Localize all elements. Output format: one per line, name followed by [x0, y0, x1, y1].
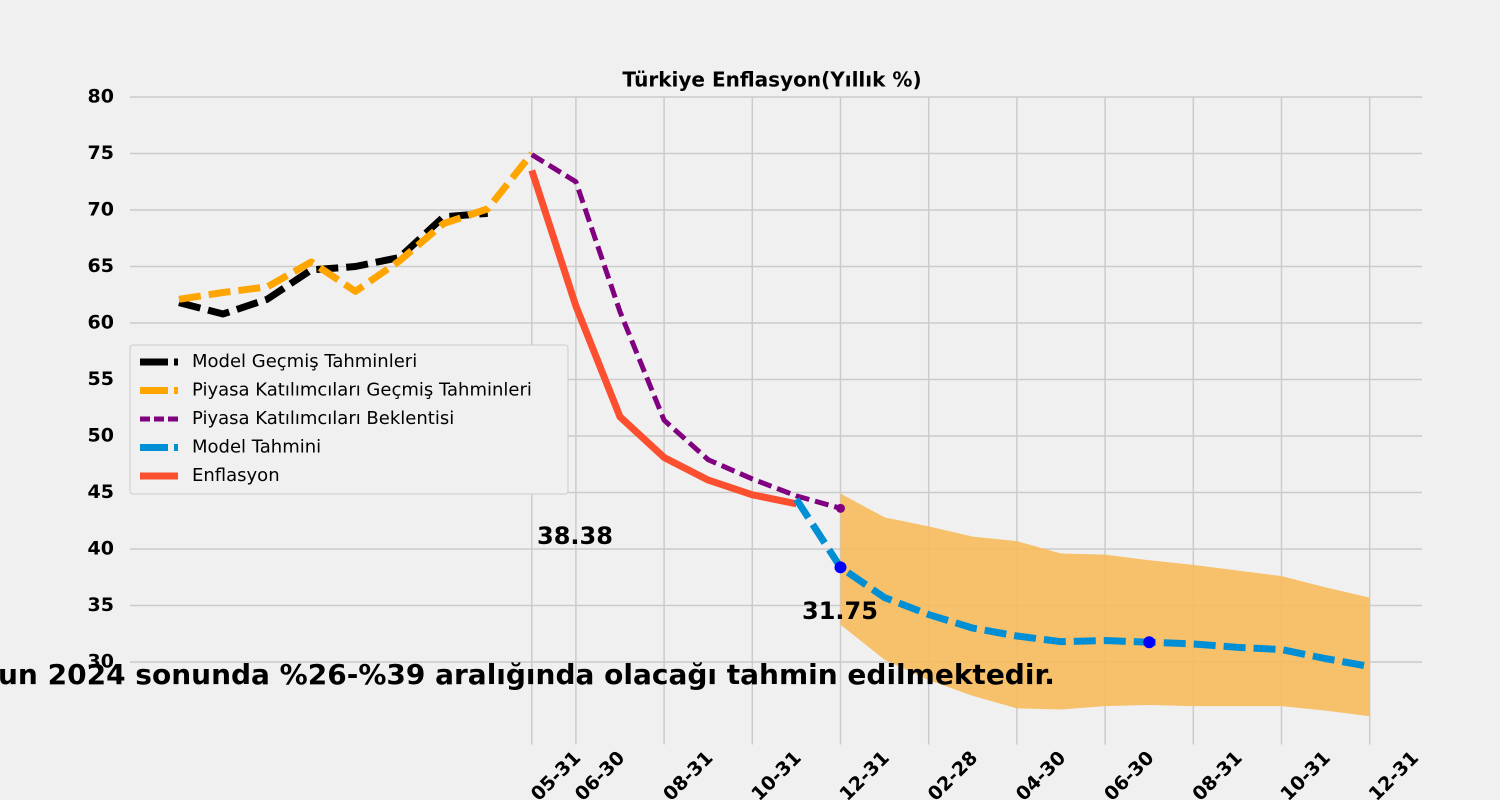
series-line [178, 209, 488, 318]
legend-label: Piyasa Katılımcıları Beklentisi [192, 408, 454, 429]
series-line [528, 169, 798, 508]
series-line [530, 152, 842, 511]
y-tick-label: 80 [88, 86, 114, 108]
point-marker [1143, 636, 1156, 649]
y-tick-label: 35 [88, 594, 114, 616]
legend-label: Model Geçmiş Tahminleri [192, 351, 417, 372]
y-tick-label: 50 [88, 425, 114, 447]
y-tick-label: 70 [88, 199, 114, 221]
y-tick-label: 60 [88, 312, 114, 334]
annotation: 38.38 [537, 522, 613, 550]
legend-label: Piyasa Katılımcıları Geçmiş Tahminleri [192, 380, 532, 401]
legend-label: Enflasyon [192, 465, 280, 486]
point-marker [836, 503, 845, 513]
chart-title: Türkiye Enflasyon(Yıllık %) [622, 68, 921, 92]
y-tick-label: 75 [88, 142, 114, 164]
legend-label: Model Tahmini [192, 437, 321, 458]
point-marker [834, 561, 847, 574]
legend: Model Geçmiş Tahminleri Piyasa Katılımcıl… [129, 344, 569, 495]
y-tick-label: 40 [88, 538, 114, 560]
y-tick-label: 65 [88, 255, 114, 277]
series-line [178, 151, 535, 303]
legend-box [129, 344, 569, 495]
y-tick-label: 30 [88, 651, 114, 673]
note: un 2024 sonunda %26-%39 aralığında olaca… [0, 658, 1055, 691]
y-tick-label: 45 [88, 481, 114, 503]
series-line [793, 497, 1371, 670]
y-tick-label: 55 [88, 368, 114, 390]
forecast-band [840, 493, 1370, 717]
annotation: 31.75 [802, 597, 878, 625]
